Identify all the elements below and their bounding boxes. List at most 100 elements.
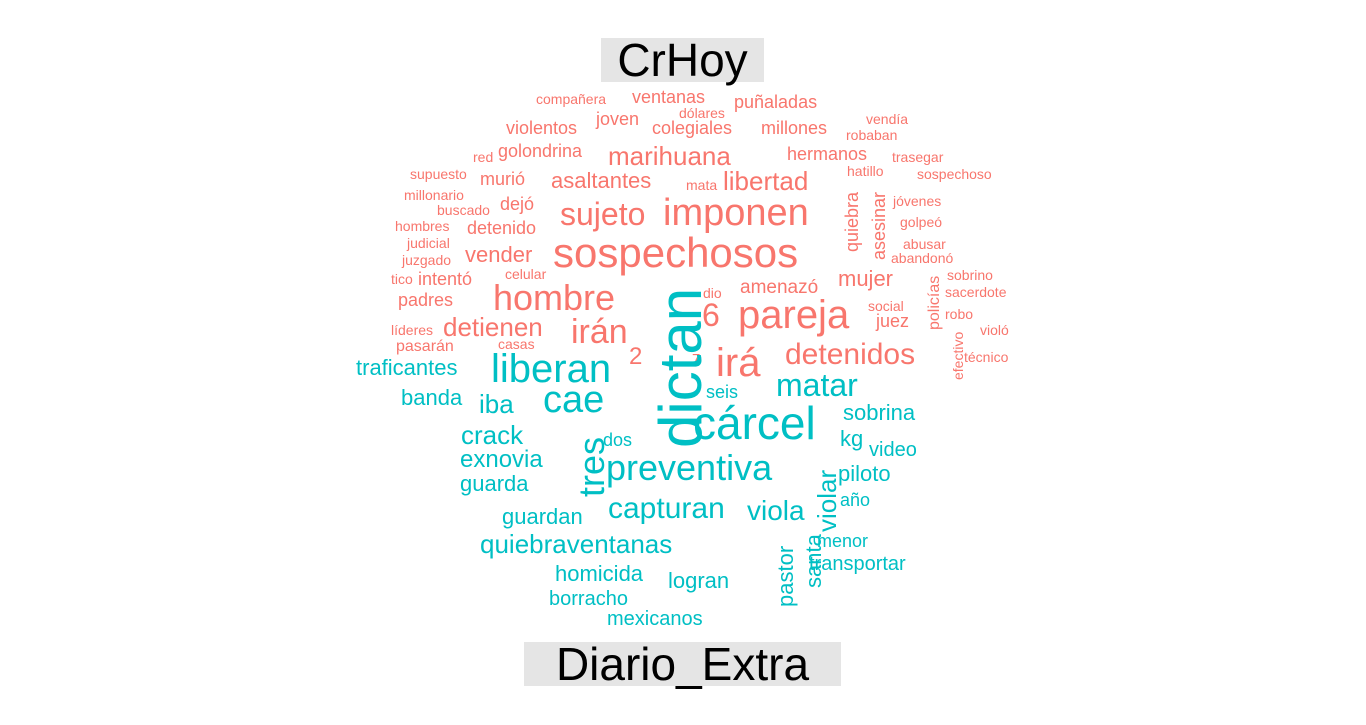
word-buscado: buscado [437, 202, 490, 218]
word-pareja: pareja [738, 293, 850, 337]
word-quiebra: quiebra [842, 191, 862, 252]
word-liberan: liberan [491, 347, 612, 391]
word-piloto: piloto [838, 461, 891, 486]
word-imponen: imponen [663, 192, 809, 234]
word-amenazo: amenazó [740, 277, 819, 298]
word-mexicanos: mexicanos [607, 608, 703, 630]
word-robaban: robaban [846, 127, 898, 143]
word-vender: vender [465, 242, 533, 267]
word-pasaran: pasarán [396, 338, 454, 355]
word-banda: banda [401, 385, 463, 410]
group-label-crhoy: CrHoy [601, 37, 764, 83]
word-millones: millones [761, 118, 828, 138]
word-libertad: libertad [723, 166, 809, 196]
word-padres: padres [398, 290, 454, 310]
word-jovenes: jóvenes [893, 193, 942, 209]
word-trasegar: trasegar [892, 149, 944, 165]
word-menor: menor [817, 531, 869, 551]
word-ventanas: ventanas [632, 87, 706, 107]
word-iba: iba [479, 389, 514, 419]
word-carcel: cárcel [693, 397, 816, 449]
word-borracho: borracho [549, 588, 628, 610]
word-tecnico: técnico [964, 349, 1009, 365]
word-hombre: hombre [493, 277, 616, 318]
word-supuesto: supuesto [410, 166, 467, 182]
word-sobrina: sobrina [843, 400, 916, 425]
word-seis: seis [706, 382, 739, 402]
word-joven: joven [596, 109, 640, 129]
word-hombres: hombres [395, 218, 450, 234]
word-guarda: guarda [460, 471, 529, 496]
word-dolares: dólares [679, 105, 725, 121]
word-asaltantes: asaltantes [551, 168, 652, 193]
word-sobrino: sobrino [947, 267, 993, 283]
word-policias: policías [926, 275, 943, 330]
word-quiebraventanas: quiebraventanas [480, 529, 673, 559]
word-2: 2 [629, 343, 643, 370]
word-punaladas: puñaladas [734, 92, 818, 112]
word-vendia: vendía [866, 111, 909, 127]
group-label-diario-extra: Diario_Extra [524, 641, 841, 687]
word-golondrina: golondrina [498, 141, 583, 161]
word-lideres: líderes [391, 322, 434, 338]
word-hatillo: hatillo [847, 163, 884, 179]
word-detenido: detenido [467, 218, 537, 238]
word-cae: cae [543, 379, 605, 421]
word-robo: robo [945, 306, 974, 322]
word-mujer: mujer [838, 266, 894, 291]
word-viola: viola [747, 495, 805, 526]
word-intento: intentó [418, 269, 473, 289]
word-ano: año [840, 490, 871, 510]
word-preventiva: preventiva [606, 447, 773, 488]
word-matar: matar [776, 367, 858, 403]
word-judicial: judicial [407, 235, 450, 251]
word-exnovia: exnovia [460, 446, 543, 473]
word-dos: dos [603, 430, 633, 450]
word-sospechosos: sospechosos [553, 229, 799, 276]
word-transportar: transportar [809, 553, 906, 575]
word-social: social [868, 298, 904, 314]
word-hermanos: hermanos [787, 144, 868, 164]
word-traficantes: traficantes [356, 355, 458, 380]
word-ira: irá [716, 341, 761, 385]
word-asesinar: asesinar [869, 191, 889, 260]
word-pastor: pastor [773, 545, 798, 607]
word-abusar: abusar [903, 236, 946, 252]
word-6: 6 [702, 297, 720, 333]
word-iran: irán [571, 313, 628, 351]
word-companera: compañera [536, 91, 607, 107]
word-guardan: guardan [502, 504, 583, 529]
word-crack: crack [461, 420, 524, 450]
word-efectivo: efectivo [950, 331, 966, 380]
word-juez: juez [876, 311, 910, 331]
word-red: red [473, 149, 494, 165]
word-millonario: millonario [404, 187, 464, 203]
word-video: video [869, 439, 917, 461]
word-violentos: violentos [506, 118, 578, 138]
word-sospechoso: sospechoso [917, 166, 992, 182]
word-violar: violar [812, 469, 842, 532]
word-detienen: detienen [443, 312, 543, 342]
word-sujeto: sujeto [560, 196, 646, 232]
word-tico: tico [391, 271, 413, 287]
word-juzgado: juzgado [402, 252, 452, 268]
word-golpeo: golpeó [900, 214, 943, 230]
word-dejo: dejó [500, 194, 535, 214]
word-abandono: abandonó [891, 250, 954, 266]
word-celular: celular [505, 266, 547, 282]
word-7: 7 [692, 351, 701, 368]
word-mata: mata [686, 177, 718, 193]
word-violo: violó [980, 322, 1009, 338]
word-sacerdote: sacerdote [945, 284, 1007, 300]
word-logran: logran [668, 568, 730, 593]
word-capturan: capturan [608, 492, 725, 525]
word-casas: casas [498, 336, 535, 352]
word-homicida: homicida [555, 561, 644, 586]
word-colegiales: colegiales [652, 118, 733, 138]
word-detenidos: detenidos [785, 338, 916, 371]
word-murio: murió [480, 169, 526, 189]
word-dio: dio [703, 285, 722, 301]
word-kg: kg [840, 426, 864, 451]
word-marihuana: marihuana [608, 141, 731, 171]
